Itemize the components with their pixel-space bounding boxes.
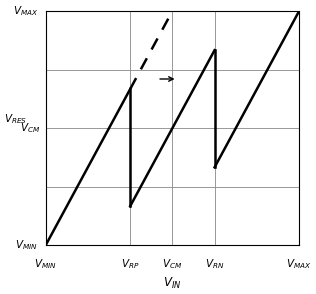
Text: $V_{MIN}$: $V_{MIN}$ [15, 238, 38, 252]
Text: $V_{CM}$: $V_{CM}$ [162, 257, 183, 271]
Text: $V_{RES}$: $V_{RES}$ [3, 112, 27, 126]
Text: $V_{RN}$: $V_{RN}$ [205, 257, 224, 271]
Text: $V_{IN}$: $V_{IN}$ [163, 276, 182, 291]
Text: $V_{RP}$: $V_{RP}$ [121, 257, 139, 271]
Text: $V_{CM}$: $V_{CM}$ [20, 121, 40, 135]
Text: $V_{MIN}$: $V_{MIN}$ [34, 257, 57, 271]
Text: $V_{MAX}$: $V_{MAX}$ [13, 4, 38, 18]
Text: $V_{MAX}$: $V_{MAX}$ [286, 257, 312, 271]
